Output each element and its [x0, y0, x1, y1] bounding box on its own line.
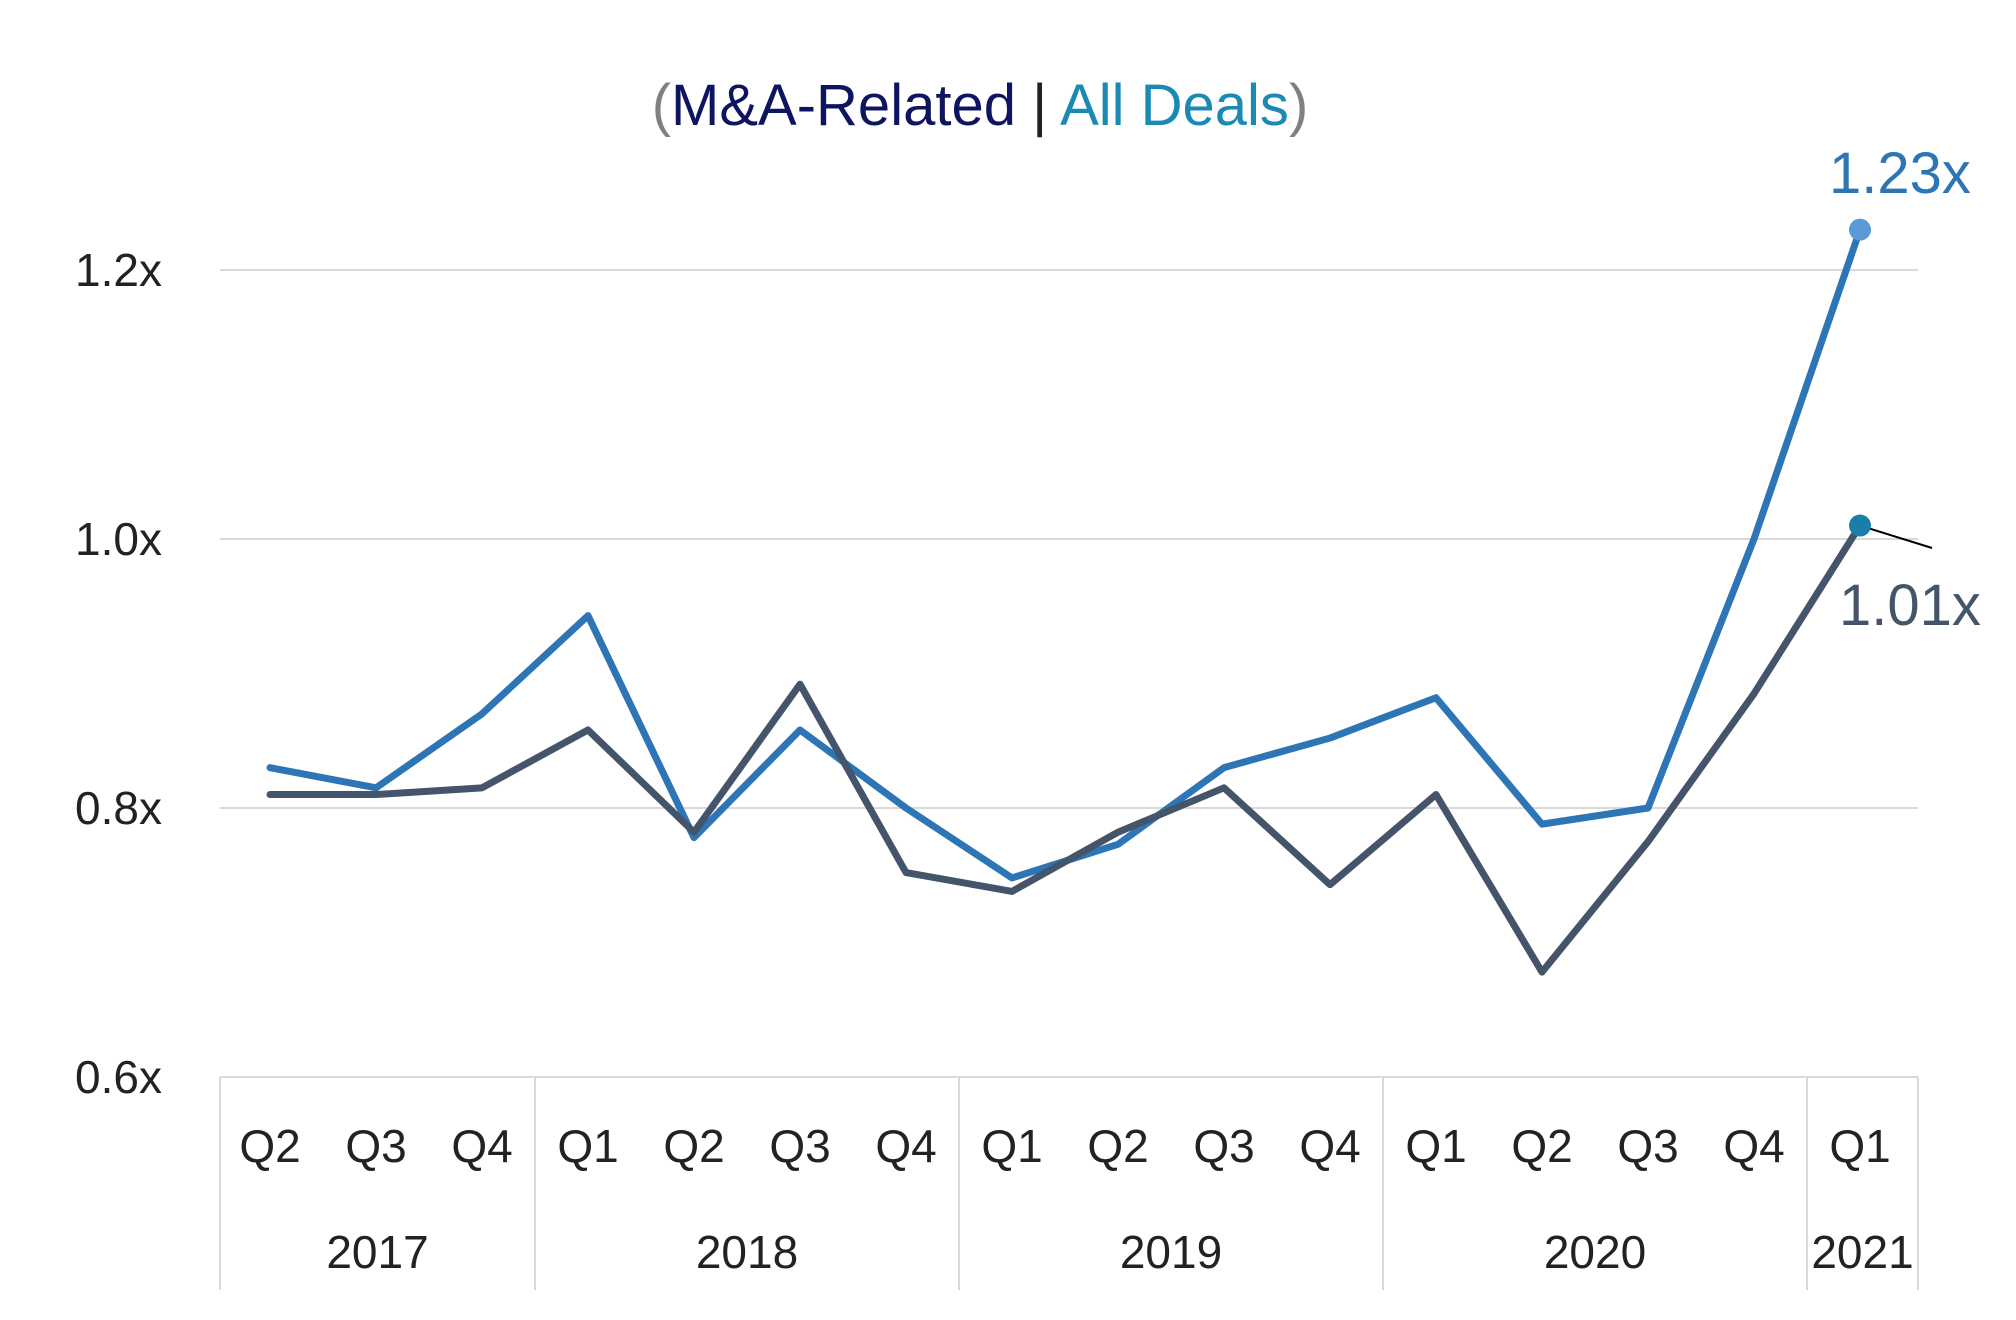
year-label: 2018: [696, 1226, 798, 1278]
title-all-deals: All Deals: [1060, 73, 1289, 138]
end-marker: [1849, 514, 1871, 537]
x-tick-label: Q4: [1299, 1120, 1360, 1172]
end-labels: 1.23x 1.01x: [1829, 141, 1981, 638]
title-open-paren: (: [652, 73, 671, 138]
leader-line: [1859, 524, 1933, 549]
x-tick-label: Q2: [1511, 1120, 1572, 1172]
x-tick-label: Q4: [875, 1120, 936, 1172]
x-tick-label: Q3: [1193, 1120, 1254, 1172]
year-label: 2017: [326, 1226, 428, 1278]
chart-title: (M&A-Related | All Deals): [652, 73, 1309, 138]
x-tick-label: Q2: [1087, 1120, 1148, 1172]
end-marker: [1849, 218, 1871, 241]
x-tick-label: Q4: [451, 1120, 512, 1172]
x-tick-label: Q1: [557, 1120, 618, 1172]
y-tick-label: 1.2x: [75, 244, 162, 296]
y-tick-label: 1.0x: [75, 513, 162, 565]
end-label: 1.01x: [1839, 573, 1981, 638]
year-label: 2019: [1120, 1226, 1222, 1278]
year-label: 2020: [1544, 1226, 1646, 1278]
title-ma-related: M&A-Related: [671, 73, 1016, 138]
x-tick-label: Q3: [769, 1120, 830, 1172]
gridlines: [220, 269, 1918, 809]
title-separator: |: [1016, 73, 1060, 138]
x-tick-label: Q1: [1405, 1120, 1466, 1172]
x-tick-label: Q1: [1829, 1120, 1890, 1172]
x-axis: Q2 Q3 Q4 Q1 Q2 Q3 Q4 Q1 Q2 Q3 Q4 Q1 Q2 Q3 Q4 Q1 2017 2018…: [219, 1076, 1919, 1290]
y-tick-label: 0.6x: [75, 1051, 162, 1103]
series-line: [266, 522, 1864, 976]
year-label: 2021: [1811, 1226, 1913, 1278]
x-tick-label: Q1: [981, 1120, 1042, 1172]
x-tick-label: Q3: [1617, 1120, 1678, 1172]
title-close-paren: ): [1289, 73, 1308, 138]
series-lines: [266, 226, 1864, 976]
x-tick-label: Q4: [1723, 1120, 1784, 1172]
y-axis-tick-labels: 0.6x 0.8x 1.0x 1.2x: [75, 244, 162, 1103]
series-line: [266, 226, 1864, 882]
x-tick-label: Q2: [239, 1120, 300, 1172]
y-tick-label: 0.8x: [75, 782, 162, 834]
end-label: 1.23x: [1829, 141, 1971, 206]
x-tick-label: Q3: [345, 1120, 406, 1172]
x-tick-label: Q2: [663, 1120, 724, 1172]
